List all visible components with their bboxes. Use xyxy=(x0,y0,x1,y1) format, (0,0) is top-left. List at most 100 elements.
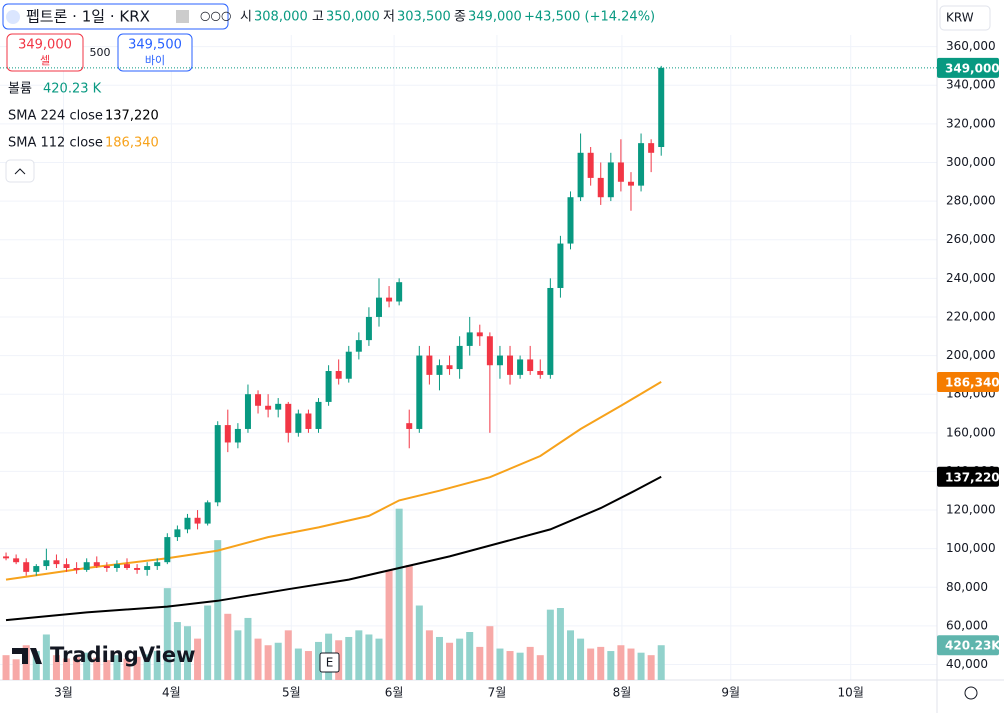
volume-bar xyxy=(567,630,575,680)
volume-bar xyxy=(516,652,524,680)
volume-bar xyxy=(425,630,433,680)
settings-icon[interactable] xyxy=(964,686,978,700)
flag-icon[interactable] xyxy=(176,10,189,23)
volume-bar xyxy=(32,651,40,680)
open: 308,000 xyxy=(254,10,308,25)
candle-body xyxy=(446,365,453,370)
y-tick-label: 200,000 xyxy=(946,348,996,362)
candle-body xyxy=(587,152,594,178)
volume-bar xyxy=(375,638,383,680)
change: +43,500 (+14.24%) xyxy=(524,10,655,25)
candle-body xyxy=(365,316,372,341)
candle-body xyxy=(174,529,181,538)
candle-body xyxy=(124,564,131,568)
buy-price: 349,500 xyxy=(128,38,182,53)
volume-bar xyxy=(526,646,534,680)
volume-bar xyxy=(577,638,585,680)
candle-body xyxy=(194,517,201,524)
symbol-box[interactable] xyxy=(2,3,229,30)
volume-bar xyxy=(244,617,252,680)
volume-bar xyxy=(627,648,635,680)
candle-body xyxy=(396,282,403,302)
candle-body xyxy=(164,537,171,563)
collapse-button[interactable] xyxy=(5,159,35,183)
legend-sma: SMA 112 close xyxy=(8,136,103,151)
x-tick-label: 9월 xyxy=(721,686,740,700)
candle-body xyxy=(496,355,503,366)
candle-body xyxy=(103,566,110,568)
volume-bar xyxy=(183,626,191,680)
volume-bar xyxy=(496,648,504,680)
volume-bar xyxy=(143,654,151,680)
candle-body xyxy=(255,394,262,406)
candle-body xyxy=(466,332,473,346)
sma-line xyxy=(5,475,662,622)
candle-body xyxy=(355,340,362,352)
volume-bar xyxy=(395,508,403,680)
volume-bar xyxy=(63,658,71,680)
volume-bar xyxy=(214,540,222,680)
candle-body xyxy=(386,297,393,302)
logo-icon xyxy=(12,648,42,664)
volume-bar xyxy=(405,564,413,680)
legend-sma-value: 137,220 xyxy=(105,109,159,124)
sell-button[interactable] xyxy=(6,33,84,72)
buy-label: 바이 xyxy=(145,54,165,67)
y-tick-label: 220,000 xyxy=(946,309,996,323)
candle-body xyxy=(154,562,161,567)
volume-bar xyxy=(466,632,474,680)
volume-tag xyxy=(937,635,999,656)
quantity[interactable]: 500 xyxy=(90,46,111,59)
candle-body xyxy=(597,177,604,198)
volume-bar xyxy=(556,608,564,680)
volume-bar xyxy=(2,655,10,680)
volume-bar xyxy=(355,630,363,680)
volume-bar xyxy=(315,641,323,680)
candle-body xyxy=(567,197,574,244)
volume-bar xyxy=(637,652,645,680)
candle-body xyxy=(305,413,312,429)
volume-bar xyxy=(153,651,161,680)
candle-body xyxy=(527,359,534,372)
y-tick-label: 240,000 xyxy=(946,271,996,285)
price-tag xyxy=(937,371,999,392)
high-label: 고 xyxy=(312,10,324,25)
candle-body xyxy=(507,355,514,375)
volume-bar xyxy=(506,651,514,680)
candle-body xyxy=(23,562,30,572)
volume-tag-label: 420.23K xyxy=(945,639,1001,653)
x-tick-label: 8월 xyxy=(613,686,632,700)
candle-body xyxy=(638,143,645,186)
y-tick-label: 120,000 xyxy=(946,503,996,517)
candle-body xyxy=(83,562,90,570)
candle-body xyxy=(406,423,413,429)
volume-bar xyxy=(617,645,625,680)
sell-price: 349,000 xyxy=(18,38,72,53)
event-marker: E xyxy=(326,656,334,670)
volume-bar xyxy=(224,613,232,680)
watermark: TradingView xyxy=(50,643,195,667)
sma-line xyxy=(5,381,662,581)
candle-body xyxy=(426,355,433,375)
volume-bar xyxy=(113,655,121,680)
buy-button[interactable] xyxy=(117,33,193,72)
legend-sma: SMA 224 close xyxy=(8,109,103,124)
close: 349,000 xyxy=(468,10,522,25)
candle-body xyxy=(456,345,463,370)
candle-body xyxy=(557,243,564,288)
volume-bar xyxy=(607,651,615,680)
candle-body xyxy=(234,428,241,443)
volume-bar xyxy=(274,642,282,680)
y-tick-label: 340,000 xyxy=(946,78,996,92)
currency-box[interactable] xyxy=(939,5,991,31)
more[interactable]: ○○○ xyxy=(200,9,231,23)
event-box[interactable] xyxy=(319,652,340,673)
y-tick-label: 100,000 xyxy=(946,541,996,555)
volume-bar xyxy=(345,636,353,680)
volume-bar xyxy=(657,645,665,680)
candle-body xyxy=(335,371,342,379)
volume-bar xyxy=(486,626,494,680)
